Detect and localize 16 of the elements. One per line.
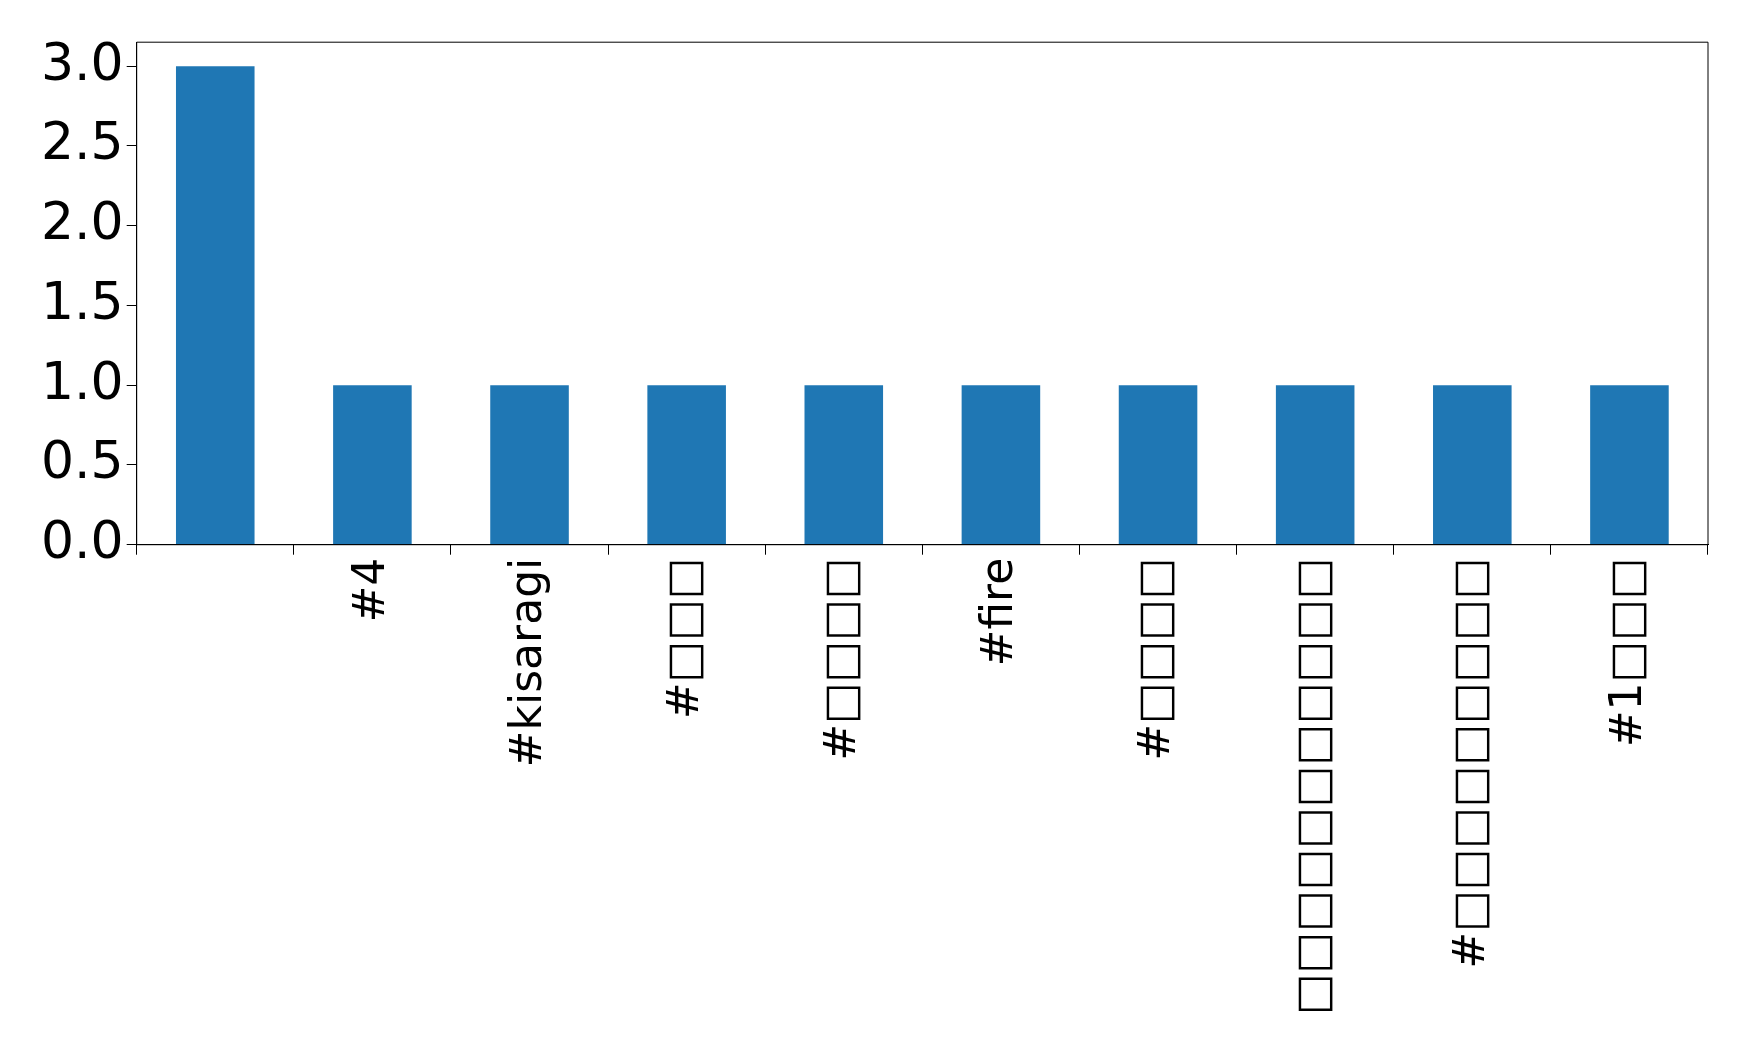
- y-tick-label: 2.0: [40, 191, 124, 252]
- x-tick-label: □□□□□□□□□□□: [1285, 557, 1337, 1015]
- x-tick-label: #fire: [971, 557, 1023, 667]
- y-tick-label: 2.5: [40, 111, 124, 172]
- x-tick-label: #1□□□: [1599, 557, 1651, 748]
- y-tick-label: 1.5: [40, 270, 124, 331]
- x-tick-label: #□□□□□□□□□: [1442, 557, 1494, 969]
- y-tick-label: 0.0: [40, 510, 124, 571]
- y-tick-label: 0.5: [40, 430, 124, 491]
- x-tick-label: #□□□: [657, 557, 709, 720]
- x-tick-label: #4: [342, 557, 394, 623]
- x-tick-label: #kisaragi: [499, 557, 551, 768]
- y-tick-label: 3.0: [40, 31, 124, 92]
- y-tick-label: 1.0: [40, 350, 124, 411]
- x-tick-label: #□□□□: [814, 557, 866, 761]
- x-tick-label: #□□□□: [1128, 557, 1180, 761]
